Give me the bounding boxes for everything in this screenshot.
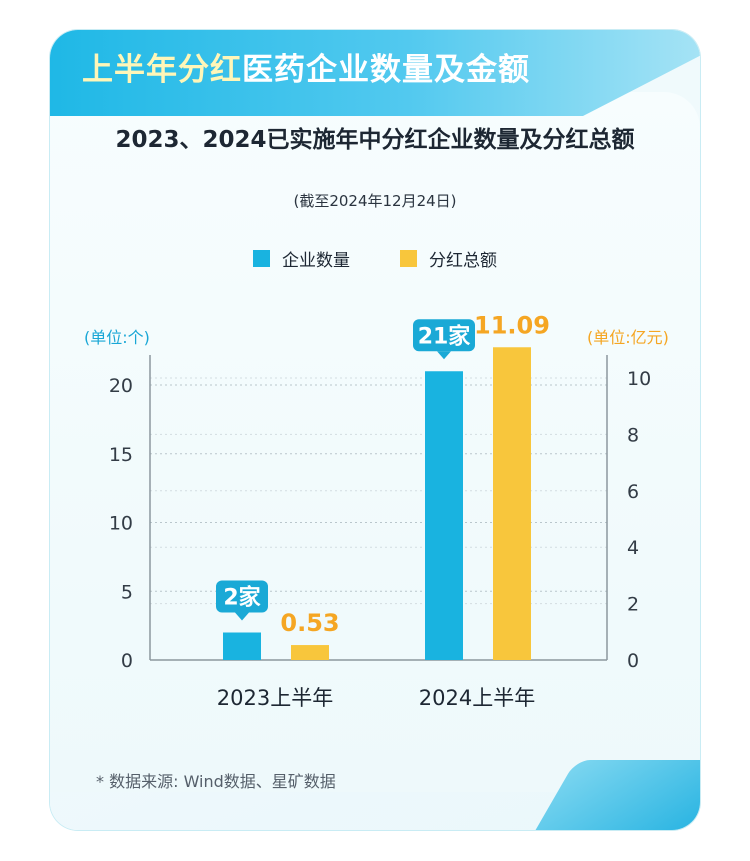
bar-amount-1: [493, 347, 531, 660]
left-tick-label-4: 20: [109, 375, 133, 397]
legend-item-companies: 企业数量: [253, 246, 350, 271]
callout-pointer-companies-0: [235, 612, 249, 621]
legend-swatch-amount: [400, 250, 417, 267]
right-tick-label-5: 10: [627, 368, 651, 390]
left-tick-label-2: 10: [109, 513, 133, 535]
legend-swatch-companies: [253, 250, 270, 267]
infographic-card: 上半年分红医药企业数量及金额: [50, 30, 700, 830]
chart-panel: [50, 92, 700, 792]
bar-amount-0: [291, 645, 329, 660]
right-tick-label-1: 2: [627, 594, 639, 616]
left-tick-label-1: 5: [121, 581, 133, 603]
callout-box-companies-1: [413, 319, 475, 352]
legend-item-amount: 分红总额: [400, 246, 497, 271]
legend-label-companies: 企业数量: [282, 251, 350, 271]
banner-title-highlight: 上半年分红: [82, 52, 242, 88]
data-label-amount-1: 11.09: [474, 311, 550, 339]
left-axis-unit: (单位:个): [84, 328, 150, 347]
right-tick-label-4: 8: [627, 424, 639, 446]
bar-companies-0: [223, 632, 261, 660]
chart-subtitle: (截至2024年12月24日): [293, 192, 457, 210]
right-tick-label-3: 6: [627, 481, 639, 503]
category-label-0: 2023上半年: [217, 686, 333, 710]
left-tick-label-3: 15: [109, 444, 133, 466]
left-tick-label-0: 0: [121, 650, 133, 672]
callout-box-companies-0: [216, 580, 268, 613]
data-label-amount-0: 0.53: [280, 609, 339, 637]
legend-label-amount: 分红总额: [429, 251, 497, 271]
category-label-1: 2024上半年: [419, 686, 535, 710]
right-axis-unit: (单位:亿元): [587, 328, 669, 347]
banner-title: 上半年分红医药企业数量及金额: [82, 44, 530, 89]
chart-title: 2023、2024已实施年中分红企业数量及分红总额: [115, 127, 635, 153]
banner-title-rest: 医药企业数量及金额: [242, 52, 530, 88]
data-source-note: * 数据来源: Wind数据、星矿数据: [96, 772, 336, 791]
right-tick-label-0: 0: [627, 650, 639, 672]
data-label-companies-0: 2家: [223, 585, 261, 611]
right-tick-label-2: 4: [627, 537, 639, 559]
title-banner: [50, 30, 700, 116]
callout-pointer-companies-1: [437, 351, 451, 360]
data-label-companies-1: 21家: [418, 323, 472, 349]
bar-companies-1: [425, 371, 463, 660]
